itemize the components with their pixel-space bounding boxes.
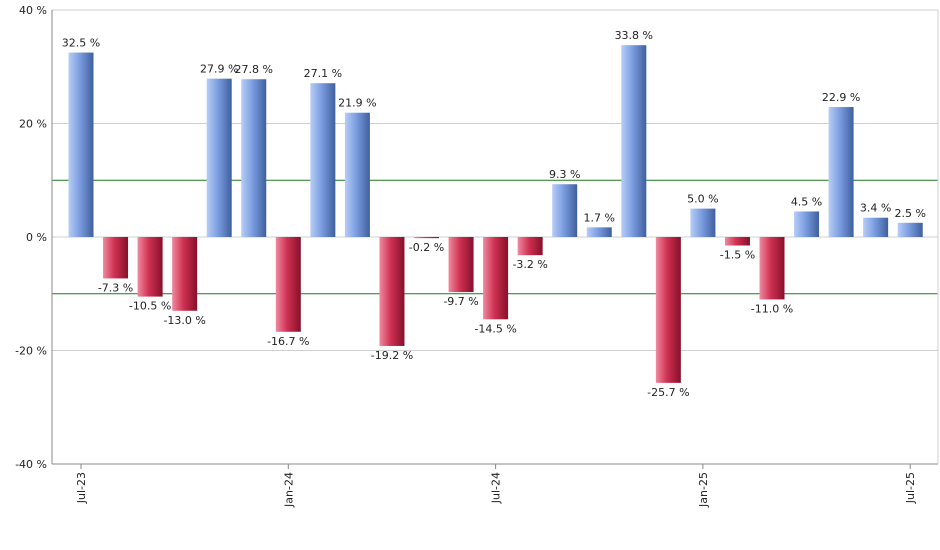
bar <box>690 208 716 237</box>
data-label: -14.5 % <box>474 322 516 335</box>
bar <box>448 237 474 293</box>
data-label: -10.5 % <box>129 300 171 313</box>
data-label: -25.7 % <box>647 386 689 399</box>
data-label: 1.7 % <box>584 211 615 224</box>
data-label: -19.2 % <box>371 349 413 362</box>
bar <box>172 237 198 311</box>
y-tick-label: 20 % <box>19 118 47 131</box>
bars <box>68 45 923 383</box>
y-tick-label: -40 % <box>15 458 47 471</box>
data-label: -1.5 % <box>720 249 755 262</box>
bar <box>379 237 405 346</box>
data-labels: 32.5 % -7.3 % -10.5 %-13.0 % 27.9 %27.8 % -1… <box>62 29 926 399</box>
bar <box>621 45 647 238</box>
bar <box>483 237 509 320</box>
bar <box>68 52 94 237</box>
x-tick-label: Jul-23 <box>75 472 88 504</box>
bar <box>724 237 750 246</box>
bar <box>794 211 820 237</box>
x-tick-label: Jul-24 <box>490 472 503 504</box>
bar <box>310 83 336 238</box>
y-tick-label: 40 % <box>19 4 47 17</box>
data-label: 5.0 % <box>687 193 718 206</box>
bar <box>137 237 163 297</box>
bar <box>344 112 370 237</box>
data-label: 27.1 % <box>304 67 342 80</box>
bar <box>759 237 785 300</box>
axes: 40 % 20 % 0 % -20 % -40 % Jul-23 Jan-24 Jul-24 J… <box>15 4 939 508</box>
data-label: 27.9 % <box>200 63 238 76</box>
data-label: 4.5 % <box>791 195 822 208</box>
data-label: -11.0 % <box>751 302 793 315</box>
data-label: 33.8 % <box>615 29 653 42</box>
data-label: -9.7 % <box>443 295 478 308</box>
bar <box>863 217 889 237</box>
data-label: -7.3 % <box>98 281 133 294</box>
data-label: 9.3 % <box>549 168 580 181</box>
data-label: 2.5 % <box>894 207 925 220</box>
bar <box>241 79 267 237</box>
data-label: -16.7 % <box>267 335 309 348</box>
bar <box>552 184 578 237</box>
bar <box>275 237 301 332</box>
x-tick-label: Jan-24 <box>282 472 295 508</box>
x-tick-label: Jul-25 <box>904 472 917 504</box>
bar <box>517 237 543 256</box>
data-label: 22.9 % <box>822 91 860 104</box>
x-tick-label: Jan-25 <box>697 472 710 508</box>
bar <box>103 237 129 279</box>
y-tick-label: -20 % <box>15 345 47 358</box>
data-label: 3.4 % <box>860 202 891 215</box>
bar <box>586 227 612 237</box>
bar <box>206 78 232 237</box>
data-label: -0.2 % <box>409 241 444 254</box>
bar <box>897 222 923 237</box>
data-label: -13.0 % <box>163 314 205 327</box>
bar <box>414 237 439 239</box>
data-label: -3.2 % <box>512 258 547 271</box>
bar <box>655 237 681 383</box>
data-label: 27.8 % <box>235 63 273 76</box>
y-tick-label: 0 % <box>26 231 47 244</box>
data-label: 32.5 % <box>62 37 100 50</box>
bar <box>828 107 854 237</box>
data-label: 21.9 % <box>338 97 376 110</box>
